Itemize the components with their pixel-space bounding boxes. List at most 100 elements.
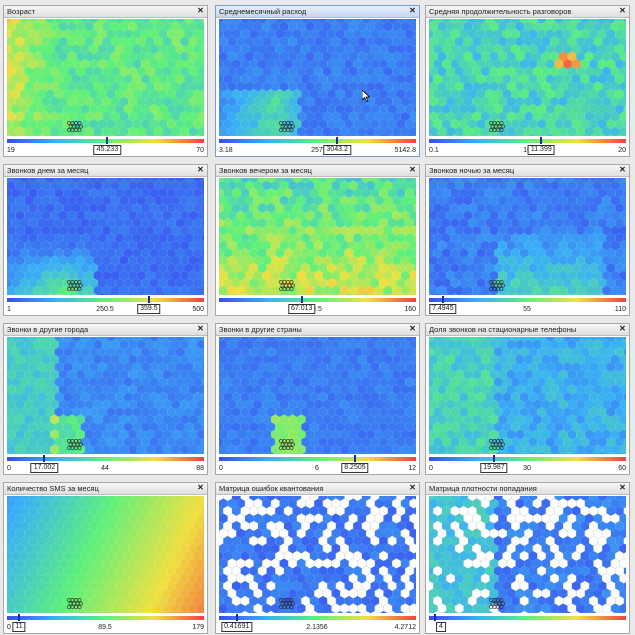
- map-panel[interactable]: Звонков ночью за месяц ✕ 55 110 7.4945: [425, 164, 630, 316]
- value-marker[interactable]: [493, 455, 495, 462]
- close-icon[interactable]: ✕: [197, 165, 204, 174]
- panel-titlebar[interactable]: Звонков ночью за месяц ✕: [426, 165, 629, 177]
- scale-max: 500: [192, 306, 204, 313]
- value-marker[interactable]: [336, 137, 339, 144]
- scale-labels: 4: [429, 622, 626, 633]
- scale-min: 3.18: [219, 147, 233, 154]
- panel-titlebar[interactable]: Средняя продолжительность разговоров ✕: [426, 6, 629, 18]
- value-marker[interactable]: [300, 296, 303, 303]
- panel-titlebar[interactable]: Звонков днем за месяц ✕: [4, 165, 207, 177]
- scale-labels: 0 89.5 179 11: [7, 622, 204, 633]
- close-icon[interactable]: ✕: [197, 324, 204, 333]
- scale-max: 60: [618, 465, 626, 472]
- map-panel[interactable]: Количество SMS за месяц ✕ 0 89.5 179 11: [3, 482, 208, 634]
- close-icon[interactable]: ✕: [409, 6, 416, 15]
- som-hex-map[interactable]: [219, 337, 416, 454]
- value-marker[interactable]: [106, 137, 109, 144]
- panel-titlebar[interactable]: Звонки в другие страны ✕: [216, 324, 419, 336]
- value-marker[interactable]: [540, 137, 543, 144]
- som-hex-map[interactable]: [429, 337, 626, 454]
- som-hex-map[interactable]: [429, 496, 626, 613]
- value-marker[interactable]: [441, 296, 444, 303]
- map-panel[interactable]: Звонки в другие страны ✕ 0 6 12 8.2505: [215, 323, 420, 475]
- map-panel[interactable]: Звонков днем за месяц ✕ 1 250.5 500 359.5: [3, 164, 208, 316]
- current-value: 67.013: [288, 304, 316, 314]
- scale-min: 19: [7, 147, 15, 154]
- hex-grid: [7, 178, 204, 295]
- close-icon[interactable]: ✕: [619, 483, 626, 492]
- value-marker[interactable]: [43, 455, 46, 462]
- som-hex-map[interactable]: [7, 496, 204, 613]
- scale-min: 0: [219, 465, 223, 472]
- close-icon[interactable]: ✕: [619, 165, 626, 174]
- scale-mid: 44: [101, 465, 109, 472]
- hex-grid: [7, 19, 204, 136]
- som-hex-map[interactable]: [219, 178, 416, 295]
- close-icon[interactable]: ✕: [409, 483, 416, 492]
- scale-mid: 2.1356: [306, 624, 328, 631]
- scale-labels: 2.1356 4.2712 0.41691: [219, 622, 416, 633]
- som-hex-map[interactable]: [219, 496, 416, 613]
- som-hex-map[interactable]: [429, 19, 626, 136]
- scale-labels: 19 70 45.233: [7, 145, 204, 156]
- current-value: 11: [12, 622, 26, 632]
- som-hex-map[interactable]: [219, 19, 416, 136]
- value-marker[interactable]: [17, 614, 20, 621]
- panel-title: Количество SMS за месяц: [7, 484, 99, 493]
- value-marker[interactable]: [235, 614, 238, 621]
- scale-max: 4.2712: [394, 624, 416, 631]
- color-scale: [429, 296, 626, 304]
- hex-grid: [429, 178, 626, 295]
- map-panel[interactable]: Средняя продолжительность разговоров ✕ 0.1…: [425, 5, 630, 157]
- scale-mid: 89.5: [98, 624, 112, 631]
- map-panel[interactable]: Возраст ✕ 19 70 45.233: [3, 5, 208, 157]
- map-panel[interactable]: Матрица ошибок квантования ✕ 2.1356 4.2712 0…: [215, 482, 420, 634]
- color-scale: [7, 455, 204, 463]
- panel-titlebar[interactable]: Возраст ✕: [4, 6, 207, 18]
- current-value: 19.987: [480, 463, 508, 473]
- close-icon[interactable]: ✕: [619, 6, 626, 15]
- som-hex-map[interactable]: [7, 337, 204, 454]
- panel-titlebar[interactable]: Доля звонков на стационарные телефоны ✕: [426, 324, 629, 336]
- map-panel[interactable]: Звонков вечером за месяц ✕ 0.5 160 67.013: [215, 164, 420, 316]
- panel-titlebar[interactable]: Матрица плотности попадания ✕: [426, 483, 629, 495]
- som-hex-map[interactable]: [7, 19, 204, 136]
- scale-mid: 10: [523, 146, 531, 155]
- color-scale: [429, 614, 626, 622]
- panel-titlebar[interactable]: Звонков вечером за месяц ✕: [216, 165, 419, 177]
- panel-titlebar[interactable]: Матрица ошибок квантования ✕: [216, 483, 419, 495]
- scale-labels: 0.5 160 67.013: [219, 304, 416, 315]
- scale-mid: 0.5: [312, 306, 322, 313]
- scale-min: 0: [7, 624, 11, 631]
- som-hex-map[interactable]: [429, 178, 626, 295]
- color-scale: [429, 455, 626, 463]
- value-marker[interactable]: [147, 296, 150, 303]
- map-panel[interactable]: Матрица плотности попадания ✕ 4: [425, 482, 630, 634]
- panel-titlebar[interactable]: Количество SMS за месяц ✕: [4, 483, 207, 495]
- scale-mid: 30: [523, 465, 531, 472]
- hex-grid: [219, 178, 416, 295]
- map-panel[interactable]: Звонки в другие города ✕ 0 44 88 17.002: [3, 323, 208, 475]
- map-panel[interactable]: Доля звонков на стационарные телефоны ✕ 0 3…: [425, 323, 630, 475]
- current-value: 4: [436, 622, 446, 632]
- close-icon[interactable]: ✕: [197, 483, 204, 492]
- close-icon[interactable]: ✕: [197, 6, 204, 15]
- value-marker[interactable]: [433, 614, 436, 621]
- panel-title: Звонков вечером за месяц: [219, 166, 312, 175]
- scale-min: 0: [429, 465, 433, 472]
- value-marker[interactable]: [353, 455, 356, 462]
- map-panel[interactable]: Среднемесячный расход ✕ 3.18 257 5142.8 3043.…: [215, 5, 420, 157]
- scale-labels: 1 250.5 500 359.5: [7, 304, 204, 315]
- mouse-cursor-icon: [361, 89, 371, 102]
- close-icon[interactable]: ✕: [409, 165, 416, 174]
- current-value: 3043.2: [323, 145, 351, 155]
- som-hex-map[interactable]: [7, 178, 204, 295]
- scale-max: 179: [192, 624, 204, 631]
- close-icon[interactable]: ✕: [409, 324, 416, 333]
- panel-title: Звонки в другие города: [7, 325, 89, 334]
- panel-titlebar[interactable]: Звонки в другие города ✕: [4, 324, 207, 336]
- panel-titlebar[interactable]: Среднемесячный расход ✕: [216, 6, 419, 18]
- panel-title: Матрица плотности попадания: [429, 484, 537, 493]
- current-value: 11.399: [527, 145, 555, 155]
- close-icon[interactable]: ✕: [619, 324, 626, 333]
